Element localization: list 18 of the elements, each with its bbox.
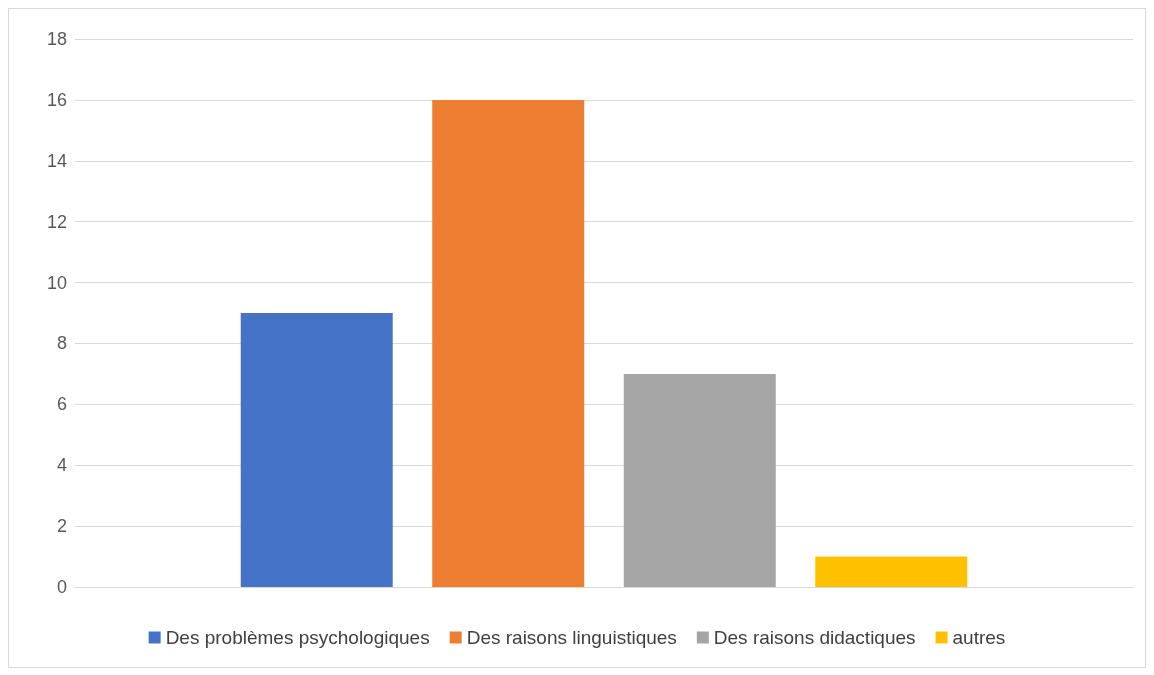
bar <box>815 556 968 587</box>
y-tick-label: 10 <box>46 272 67 293</box>
y-tick-label: 8 <box>56 333 67 354</box>
legend-label: Des raisons linguistiques <box>466 627 677 648</box>
legend-label: Des raisons didactiques <box>713 627 916 648</box>
legend-label: Des problèmes psychologiques <box>165 627 430 648</box>
y-tick-label: 4 <box>56 455 67 476</box>
y-tick-label: 14 <box>46 150 67 171</box>
legend-label: autres <box>952 627 1006 648</box>
y-tick-label: 2 <box>56 516 67 537</box>
bar <box>432 99 585 587</box>
y-tick-label: 12 <box>46 211 67 232</box>
y-tick-label: 18 <box>46 29 67 49</box>
bar <box>623 373 776 587</box>
y-tick-label: 0 <box>56 577 67 597</box>
y-tick-label: 6 <box>56 394 67 415</box>
y-tick-label: 16 <box>46 89 67 110</box>
bar <box>240 313 393 587</box>
